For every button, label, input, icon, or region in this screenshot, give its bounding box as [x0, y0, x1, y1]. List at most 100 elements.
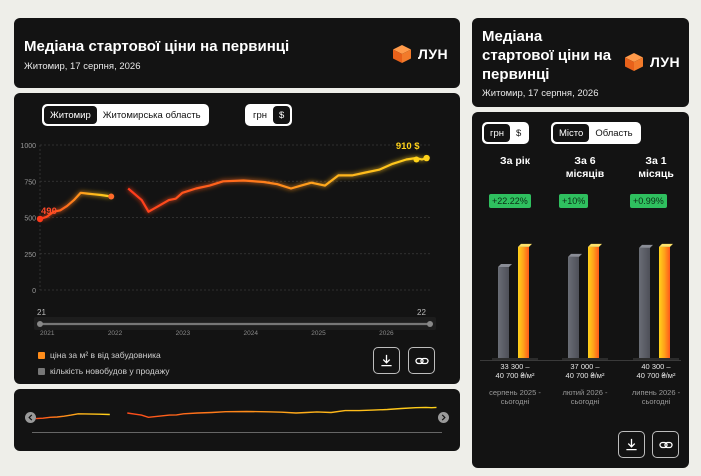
bar-after-top [588, 243, 602, 247]
bar-after[interactable] [518, 246, 529, 358]
legend-price-label: ціна за м² в від забудовника [50, 350, 161, 360]
chevron-right-icon [441, 414, 446, 421]
currency-toggle[interactable]: грн $ [245, 104, 293, 126]
brand-name: ЛУН [418, 46, 449, 62]
comparison-bars[interactable] [490, 234, 540, 364]
column-heading: За рік [500, 155, 530, 167]
price-line-segment[interactable] [39, 191, 112, 221]
price-end-point[interactable] [423, 154, 430, 162]
divider [480, 360, 681, 361]
x-tick-label: 2024 [243, 330, 258, 337]
bar-after-top [659, 243, 673, 247]
column-heading: За 1 місяць [638, 155, 674, 180]
comparison-bars[interactable] [631, 234, 681, 364]
bar-before[interactable] [568, 256, 579, 358]
stats-card: грн $ Місто Область За рік +22.22% 33 300 … [472, 112, 689, 468]
x-tick-label: 2022 [108, 330, 123, 337]
cube-icon [625, 53, 643, 71]
link-icon [658, 441, 673, 448]
share-link-button[interactable] [408, 347, 435, 374]
x-tick-label: 2021 [40, 330, 55, 337]
left-title: Медіана стартової ціни на первинці [24, 38, 290, 55]
period-label: липень 2026 - сьогодні [631, 388, 681, 406]
chart-card: Житомир Житомирська область грн $ 0 250 50… [14, 93, 460, 384]
legend-count: кількість новобудов у продажу [38, 366, 170, 376]
legend-count-swatch [38, 367, 45, 375]
navigator-price-line [36, 413, 110, 420]
scope-toggle[interactable]: Місто Область [551, 122, 641, 144]
period-label: серпень 2025 - сьогодні [489, 388, 541, 406]
left-header-card: Медіана стартової ціни на первинці Житом… [14, 18, 460, 88]
brand-name: ЛУН [650, 54, 681, 70]
comparison-bars[interactable] [560, 234, 610, 364]
currency-option-uah[interactable]: грн [253, 109, 267, 121]
brand-logo-right[interactable]: ЛУН [624, 52, 680, 72]
legend-price: ціна за м² в від забудовника [38, 350, 161, 360]
navigator-price-line [127, 406, 437, 419]
change-badge: +22.22% [489, 194, 531, 208]
change-badge: +10% [559, 194, 589, 208]
right-header-card: Медіана стартової ціни на первинці Житом… [472, 18, 689, 107]
currency-option-usd[interactable]: $ [273, 106, 291, 124]
right-currency-option-usd[interactable]: $ [516, 127, 522, 139]
link-icon [414, 357, 429, 364]
download-icon [626, 438, 637, 451]
right-title: Медіана стартової ціни на первинці [482, 28, 612, 83]
bar-before[interactable] [498, 267, 509, 358]
period-label: лютий 2026 - сьогодні [562, 388, 608, 406]
count-start-point[interactable] [37, 321, 43, 327]
price-start-label: 490 [41, 206, 57, 217]
left-subtitle: Житомир, 17 серпня, 2026 [24, 61, 141, 72]
bar-before[interactable] [639, 247, 650, 358]
bar-after[interactable] [659, 246, 670, 358]
right-download-button[interactable] [618, 431, 645, 458]
price-range: 37 000 – 40 700 ₴/м² [565, 362, 605, 380]
right-currency-toggle[interactable]: грн $ [482, 122, 530, 144]
bar-before-top [498, 264, 512, 268]
legend-price-swatch [38, 351, 45, 359]
region-toggle[interactable]: Житомир Житомирська область [42, 104, 209, 126]
price-end-label: 910 $ [396, 141, 420, 152]
region-option-city[interactable]: Житомир [44, 106, 97, 124]
price-range: 33 300 – 40 700 ₴/м² [495, 362, 535, 380]
download-icon [381, 354, 392, 367]
navigator-chart[interactable] [36, 397, 440, 437]
navigator-track[interactable] [32, 432, 442, 433]
bar-before-top [639, 244, 653, 248]
cube-icon [393, 45, 411, 63]
legend-count-label: кількість новобудов у продажу [50, 366, 170, 376]
chevron-left-icon [28, 414, 33, 421]
price-point[interactable] [413, 156, 420, 163]
right-share-link-button[interactable] [652, 431, 679, 458]
bar-after[interactable] [588, 246, 599, 358]
count-end-point[interactable] [427, 321, 433, 327]
brand-logo[interactable]: ЛУН [392, 44, 448, 64]
y-tick-label: 750 [24, 179, 36, 186]
range-navigator[interactable] [14, 389, 460, 451]
x-tick-label: 2023 [176, 330, 191, 337]
count-start-label: 21 [37, 308, 46, 317]
x-tick-label: 2025 [311, 330, 326, 337]
download-button[interactable] [373, 347, 400, 374]
right-subtitle: Житомир, 17 серпня, 2026 [482, 88, 599, 99]
y-tick-label: 500 [24, 216, 36, 223]
y-tick-label: 1000 [20, 143, 36, 150]
scope-option-oblast[interactable]: Область [595, 127, 633, 139]
price-start-point[interactable] [36, 215, 44, 223]
right-currency-option-uah[interactable]: грн [484, 124, 510, 142]
navigator-prev-button[interactable] [25, 412, 36, 423]
navigator-next-button[interactable] [438, 412, 449, 423]
y-tick-label: 0 [32, 288, 36, 295]
bar-before-top [568, 253, 582, 257]
change-badge: +0.99% [630, 194, 667, 208]
region-option-oblast[interactable]: Житомирська область [102, 109, 201, 121]
scope-option-city[interactable]: Місто [553, 124, 590, 142]
price-range: 40 300 – 40 700 ₴/м² [636, 362, 676, 380]
y-tick-label: 250 [24, 252, 36, 259]
column-heading: За 6 місяців [565, 155, 605, 180]
x-tick-label: 2026 [379, 330, 394, 337]
price-line-segment[interactable] [127, 156, 427, 213]
price-gap-point[interactable] [108, 193, 115, 200]
count-end-label: 22 [417, 308, 426, 317]
